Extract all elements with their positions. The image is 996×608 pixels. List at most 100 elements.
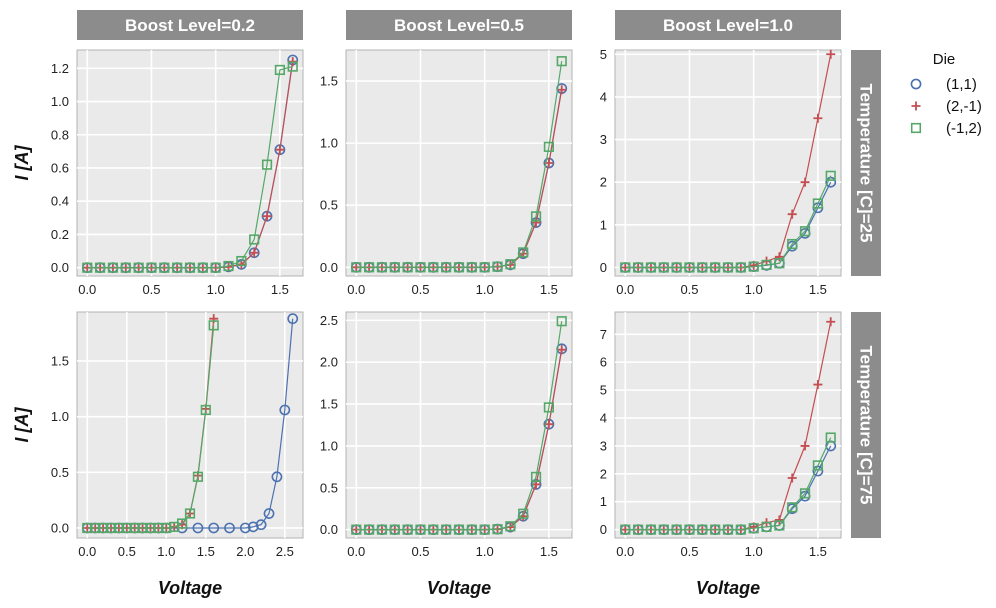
data-point bbox=[208, 522, 220, 534]
data-point bbox=[208, 320, 219, 331]
data-point bbox=[774, 515, 784, 525]
data-point bbox=[799, 488, 811, 499]
data-point bbox=[697, 262, 708, 273]
data-point bbox=[415, 524, 426, 535]
data-point bbox=[210, 262, 221, 273]
col-strip-label: Boost Level=1.0 bbox=[663, 16, 793, 35]
data-point bbox=[492, 524, 503, 535]
data-point bbox=[761, 521, 772, 532]
row-strip-label: Temperature [C]=75 bbox=[857, 346, 876, 505]
y-tick-label: 3 bbox=[600, 438, 607, 453]
row-strip: Temperature [C]=25 bbox=[851, 50, 881, 276]
y-tick-label: 0 bbox=[600, 260, 607, 275]
y-tick-label: 2.5 bbox=[320, 313, 338, 328]
data-point bbox=[633, 524, 644, 535]
data-point bbox=[800, 441, 810, 451]
y-tick-label: 1.0 bbox=[51, 409, 69, 424]
col-strip-label: Boost Level=0.5 bbox=[394, 16, 524, 35]
y-tick-label: 0.5 bbox=[51, 465, 69, 480]
x-tick-label: 0.0 bbox=[78, 544, 96, 559]
data-point bbox=[710, 262, 721, 273]
data-point bbox=[748, 261, 759, 272]
data-point bbox=[826, 49, 836, 59]
data-point bbox=[826, 317, 836, 327]
data-point bbox=[236, 255, 247, 267]
y-tick-label: 7 bbox=[600, 327, 607, 342]
panel-background bbox=[76, 49, 304, 277]
y-tick-label: 2 bbox=[600, 466, 607, 481]
data-point bbox=[812, 198, 823, 209]
data-point bbox=[200, 404, 211, 416]
legend-entry: (-1,2) bbox=[910, 120, 982, 137]
data-point bbox=[557, 345, 567, 355]
data-point bbox=[453, 524, 465, 535]
y-tick-label: 4 bbox=[600, 411, 607, 426]
x-tick-label: 0.5 bbox=[680, 282, 698, 297]
data-point bbox=[556, 316, 567, 327]
data-point bbox=[415, 262, 426, 273]
data-point bbox=[274, 64, 285, 76]
data-point bbox=[95, 262, 106, 273]
data-point bbox=[505, 521, 516, 532]
x-tick-label: 2.0 bbox=[236, 544, 254, 559]
x-tick-label: 0.5 bbox=[680, 544, 698, 559]
data-point bbox=[261, 159, 273, 170]
x-tick-label: 0.0 bbox=[78, 282, 96, 297]
panel-r0-c2: 0.0 0.5 1.0 1.5 0 1 2 3 4 5 bbox=[600, 47, 842, 297]
x-tick-label: 1.5 bbox=[540, 282, 558, 297]
panel-background bbox=[345, 311, 573, 539]
y-tick-label: 6 bbox=[600, 355, 607, 370]
y-tick-label: 0.8 bbox=[51, 127, 69, 142]
data-point bbox=[658, 262, 669, 273]
data-point bbox=[261, 210, 273, 222]
y-tick-label: 5 bbox=[600, 383, 607, 398]
x-tick-label: 1.5 bbox=[197, 544, 215, 559]
legend-label: (2,-1) bbox=[946, 98, 982, 115]
y-tick-label: 5 bbox=[600, 47, 607, 62]
data-point bbox=[159, 262, 170, 273]
data-point bbox=[376, 524, 388, 535]
x-tick-label: 1.5 bbox=[809, 544, 827, 559]
x-tick-label: 0.0 bbox=[347, 282, 365, 297]
legend-label: (1,1) bbox=[946, 76, 977, 93]
data-point bbox=[518, 247, 529, 258]
y-tick-label: 1 bbox=[600, 494, 607, 509]
y-tick-label: 1 bbox=[600, 217, 607, 232]
facet-strips: Boost Level=0.2 Boost Level=0.5 Boost Leve… bbox=[77, 10, 881, 538]
data-point bbox=[787, 473, 797, 483]
data-point bbox=[133, 262, 144, 273]
data-point bbox=[271, 471, 283, 483]
data-point bbox=[441, 262, 452, 273]
data-point bbox=[287, 313, 299, 325]
data-point bbox=[530, 471, 542, 482]
data-point bbox=[224, 522, 235, 534]
data-point bbox=[543, 402, 554, 413]
data-point bbox=[825, 432, 836, 443]
data-point bbox=[684, 262, 695, 273]
strip-background bbox=[851, 50, 881, 276]
legend: Die (1,1) (2,-1) (-1,2) bbox=[910, 51, 982, 137]
data-point bbox=[787, 209, 797, 219]
data-point bbox=[197, 262, 208, 273]
data-point bbox=[530, 479, 542, 490]
panels-layer: 0.0 0.5 1.0 1.5 0.0 0.2 0.4 0.6 0.8 1.0 1.2 0.0 0.5 1… bbox=[51, 47, 842, 559]
data-point bbox=[518, 508, 529, 519]
data-point bbox=[748, 523, 759, 534]
data-point bbox=[671, 524, 682, 535]
data-point bbox=[774, 520, 785, 531]
x-tick-label: 0.0 bbox=[347, 544, 365, 559]
data-point bbox=[479, 524, 490, 535]
y-tick-label: 0.0 bbox=[51, 260, 69, 275]
data-point bbox=[351, 262, 362, 273]
y-tick-label: 1.5 bbox=[320, 74, 338, 89]
data-point bbox=[530, 211, 542, 222]
data-point bbox=[287, 61, 298, 72]
panel-r1-c2: 0.0 0.5 1.0 1.5 0 1 2 3 4 5 6 7 bbox=[600, 311, 842, 559]
x-tick-label: 0.5 bbox=[118, 544, 136, 559]
data-point bbox=[249, 248, 259, 258]
y-tick-label: 0.5 bbox=[320, 480, 338, 495]
y-tick-label: 2.0 bbox=[320, 355, 338, 370]
y-tick-label: 1.5 bbox=[320, 397, 338, 412]
data-point bbox=[389, 262, 400, 273]
data-point bbox=[735, 262, 746, 273]
